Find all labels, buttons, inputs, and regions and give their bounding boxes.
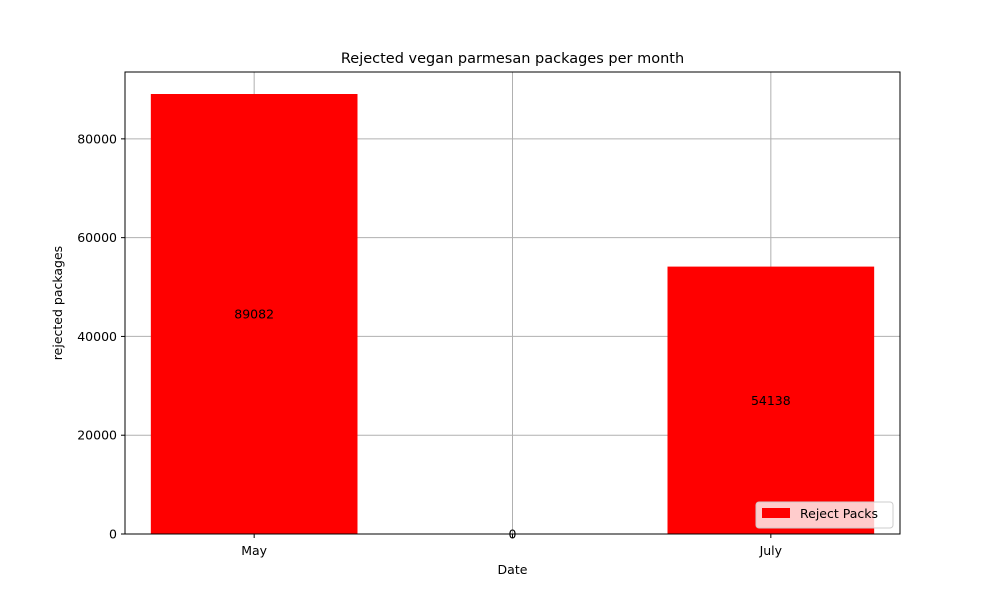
y-tick-label: 20000	[77, 428, 117, 443]
y-tick-label: 40000	[77, 329, 117, 344]
y-tick-label: 80000	[77, 131, 117, 146]
bar-value-label: 89082	[234, 306, 274, 321]
y-axis-label: rejected packages	[50, 246, 65, 360]
bars	[150, 93, 875, 535]
x-tick-label: May	[241, 543, 267, 558]
legend-swatch	[762, 508, 790, 518]
y-tick-label: 60000	[77, 230, 117, 245]
bar	[150, 93, 358, 535]
y-axis-ticks: 0 20000 40000 60000 80000	[77, 131, 125, 542]
x-axis-ticks: May July	[241, 534, 783, 558]
chart-title: Rejected vegan parmesan packages per mon…	[341, 51, 684, 67]
legend: Reject Packs	[755, 501, 894, 529]
bar-value-label: 54138	[751, 393, 791, 408]
x-axis-label: Date	[498, 562, 528, 577]
legend-box	[755, 501, 894, 529]
bar	[667, 266, 875, 534]
legend-label: Reject Packs	[800, 506, 878, 521]
y-tick-label: 0	[109, 527, 117, 542]
x-tick-label: July	[759, 543, 783, 558]
